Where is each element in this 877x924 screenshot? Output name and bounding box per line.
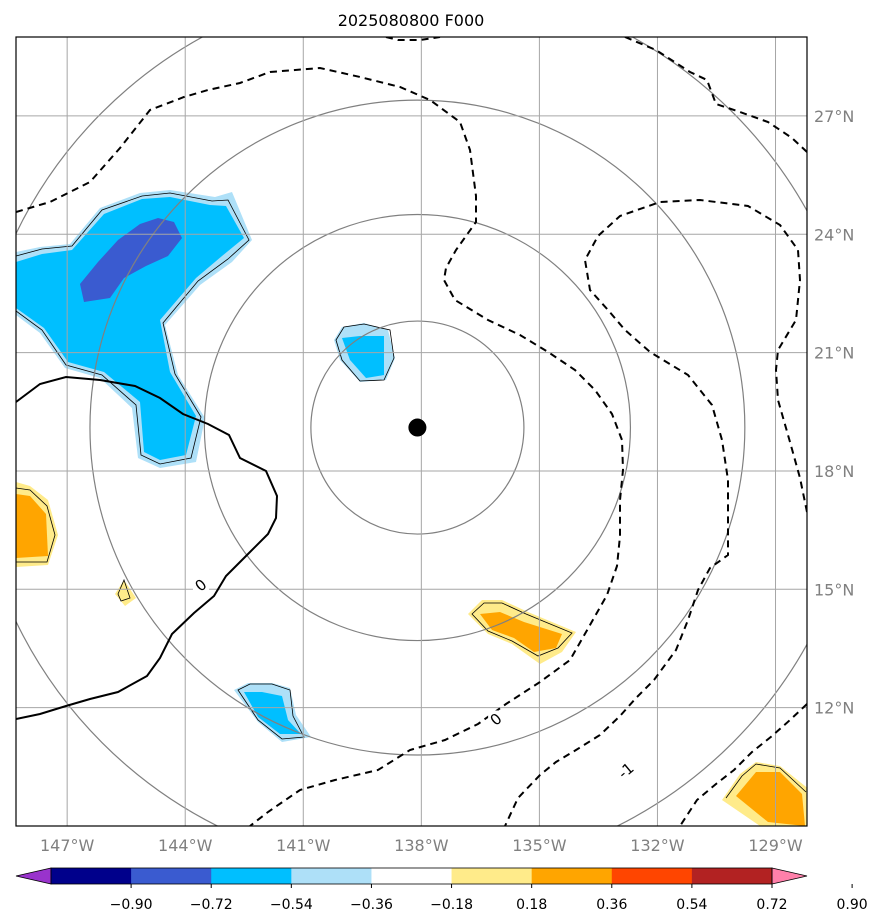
range-ring-1 — [310, 320, 525, 535]
outline-dot — [117, 578, 131, 602]
colorbar: −0.90 −0.72 −0.54 −0.36 −0.18 0.18 0.36 0.54 0.7… — [15, 867, 868, 913]
outline-blue-south — [237, 683, 305, 740]
contour-dash-se — [679, 703, 807, 826]
colorbar-tick-label-0: −0.90 — [110, 897, 153, 913]
contour-dash-north — [16, 66, 625, 826]
colorbar-tick-label-8: 0.72 — [756, 897, 787, 913]
range-rings — [16, 37, 807, 826]
shading-negative — [16, 190, 395, 742]
contour-zero-solid — [16, 375, 279, 720]
colorbar-segment-0 — [51, 868, 132, 884]
colorbar-tick-label-2: −0.54 — [270, 897, 313, 913]
colorbar-segment-4 — [371, 868, 453, 884]
lat-tick-label-1: 24°N — [814, 225, 854, 244]
contour-dash-east — [624, 37, 807, 153]
contour-dash-top — [385, 37, 441, 41]
lat-tick-label-3: 18°N — [814, 462, 854, 481]
shade-orange-west — [16, 494, 48, 558]
contour-label-bg-0 — [192, 576, 209, 595]
colorbar-segment-5 — [451, 868, 533, 884]
contour-label-layer: 00-1 — [192, 575, 638, 782]
colorbar-tick-label-5: 0.18 — [516, 897, 547, 913]
colorbar-tick-label-9: 0.90 — [837, 897, 868, 913]
storm-center-marker — [408, 418, 427, 437]
outline-blue-nw — [16, 192, 250, 465]
shade-blue-south — [244, 692, 301, 734]
colorbar-extend-low — [15, 867, 52, 885]
colorbar-segment-2 — [211, 868, 292, 884]
colorbar-segment-3 — [291, 868, 372, 884]
lon-tick-label-6: 129°W — [748, 836, 803, 855]
lat-tick-label-0: 27°N — [814, 107, 854, 126]
range-ring-4 — [16, 37, 807, 826]
colorbar-segment-6 — [531, 868, 613, 884]
lon-tick-labels: 147°W 144°W 141°W 138°W 135°W 132°W 129°W — [40, 836, 803, 855]
shade-blue-center — [342, 336, 384, 378]
colorbar-segment-8 — [691, 868, 773, 884]
colorbar-tick-label-3: −0.36 — [350, 897, 393, 913]
lat-tick-label-2: 21°N — [814, 344, 854, 363]
lat-tick-label-5: 12°N — [814, 699, 854, 718]
shade-orange-east — [480, 612, 562, 652]
colorbar-segment-7 — [611, 868, 693, 884]
shade-orange-se — [736, 772, 805, 826]
outline-east — [471, 602, 573, 657]
lon-tick-label-2: 141°W — [276, 836, 331, 855]
lat-tick-labels: 27°N 24°N 21°N 18°N 15°N 12°N — [814, 107, 854, 718]
colorbar-tick-label-1: −0.72 — [190, 897, 233, 913]
lon-tick-label-1: 144°W — [158, 836, 213, 855]
contour-label-bg-2 — [617, 761, 634, 780]
lon-tick-label-4: 135°W — [512, 836, 567, 855]
gridlines — [16, 37, 807, 826]
colorbar-tick-label-7: 0.54 — [676, 897, 707, 913]
contour-dash-east-loop — [504, 198, 807, 826]
plot-frame — [15, 36, 808, 827]
contour-label-bg-1 — [488, 710, 505, 729]
range-ring-2 — [203, 213, 632, 642]
contour-lines — [16, 37, 807, 826]
lon-tick-label-3: 138°W — [394, 836, 449, 855]
colorbar-extend-high — [771, 867, 808, 885]
range-ring-3 — [89, 99, 746, 756]
colorbar-tick-label-4: −0.18 — [430, 897, 473, 913]
shade-blue-nw — [16, 197, 244, 460]
shade-darkblue-nw — [80, 218, 182, 302]
colorbar-frame — [50, 867, 773, 885]
outline-blue-center — [335, 323, 395, 382]
contour-label-2: -1 — [614, 759, 637, 782]
colorbar-segment-1 — [131, 868, 212, 884]
lon-tick-label-5: 132°W — [630, 836, 685, 855]
lat-tick-label-4: 15°N — [814, 580, 854, 599]
outline-se — [725, 763, 807, 799]
chart-title: 2025080800 F000 — [338, 11, 485, 30]
colorbar-tick-label-6: 0.36 — [596, 897, 627, 913]
outline-west — [16, 487, 56, 563]
shading-outlines — [16, 192, 807, 799]
lon-tick-label-0: 147°W — [40, 836, 95, 855]
